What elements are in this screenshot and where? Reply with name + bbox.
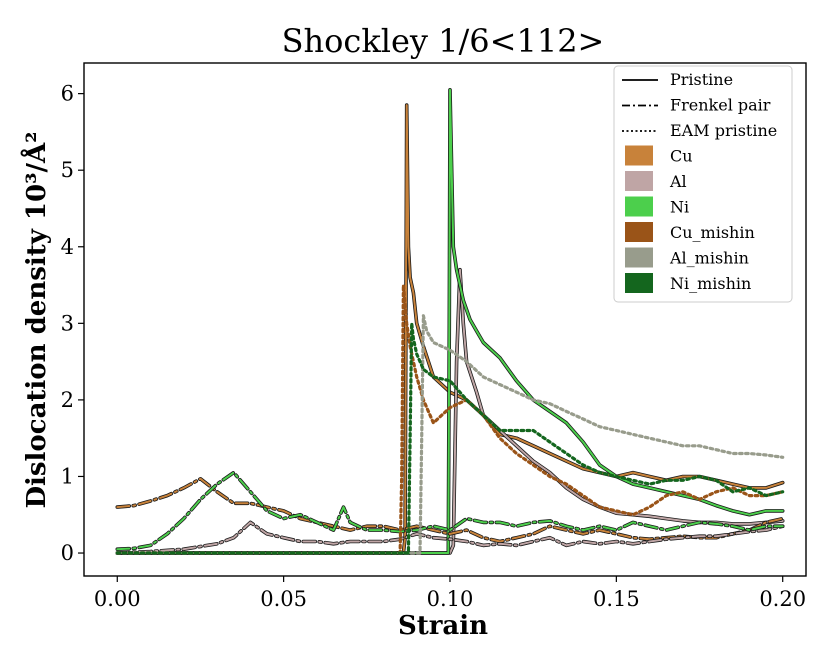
y-tick-label: 0 [61,541,74,565]
chart-title: Shockley 1/6<112> [282,22,605,60]
legend: Pristine Frenkel pair EAM pristine Cu Al Ni Cu… [613,65,793,303]
legend-label: Cu [670,147,693,166]
series-line-al-frenkel-pair [116,521,784,554]
x-tick-label: 0.00 [94,587,141,611]
x-tick-label: 0.05 [260,587,307,611]
x-axis-label: Strain [398,611,488,641]
x-tick-label: 0.10 [427,587,474,611]
x-tick-label: 0.20 [759,587,806,611]
plot-area: 0.00 0.05 0.10 0.15 0.20 0 1 2 3 4 5 6 [61,62,807,611]
legend-label: EAM pristine [670,121,777,140]
legend-swatch-patch [625,171,653,191]
series-line-ni-pristine [116,88,784,554]
x-tick-label: 0.15 [593,587,640,611]
legend-label: Frenkel pair [670,96,771,115]
y-tick-label: 3 [61,311,74,335]
legend-label: Al [669,172,687,191]
legend-items: Pristine Frenkel pair EAM pristine Cu Al Ni Cu… [622,70,777,293]
legend-swatch-patch [625,196,653,217]
series-outline-cu-mishin-eam-pristine [115,283,785,555]
legend-swatch-patch [625,247,653,268]
y-axis-label-unit: 10³/Å² [21,131,52,220]
axes-frame [83,62,807,577]
y-tick-label: 4 [61,235,74,259]
series-outline-al-mishin-eam-pristine [115,314,785,555]
y-tick-label: 5 [61,158,74,182]
y-tick-label: 2 [61,388,74,412]
legend-label: Ni [670,198,689,217]
series-layer [115,88,785,555]
legend-swatch-patch [625,145,653,166]
legend-label: Cu_mishin [670,223,755,242]
legend-label: Al_mishin [669,249,749,268]
legend-box [613,65,793,303]
legend-swatch-patch [625,273,653,293]
y-tick-label: 1 [61,464,74,488]
legend-label: Pristine [670,70,733,89]
series-line-ni-frenkel-pair [116,471,784,551]
y-axis-label-text: Dislocation density [22,228,52,508]
legend-label: Ni_mishin [670,274,751,293]
series-outline-ni-mishin-eam-pristine [115,321,785,555]
y-tick-label: 6 [61,82,74,106]
ticks-layer: 0.00 0.05 0.10 0.15 0.20 0 1 2 3 4 5 6 [61,82,806,611]
legend-swatch-patch [625,222,653,242]
y-axis-label: Dislocation density 10³/Å² [21,131,52,508]
